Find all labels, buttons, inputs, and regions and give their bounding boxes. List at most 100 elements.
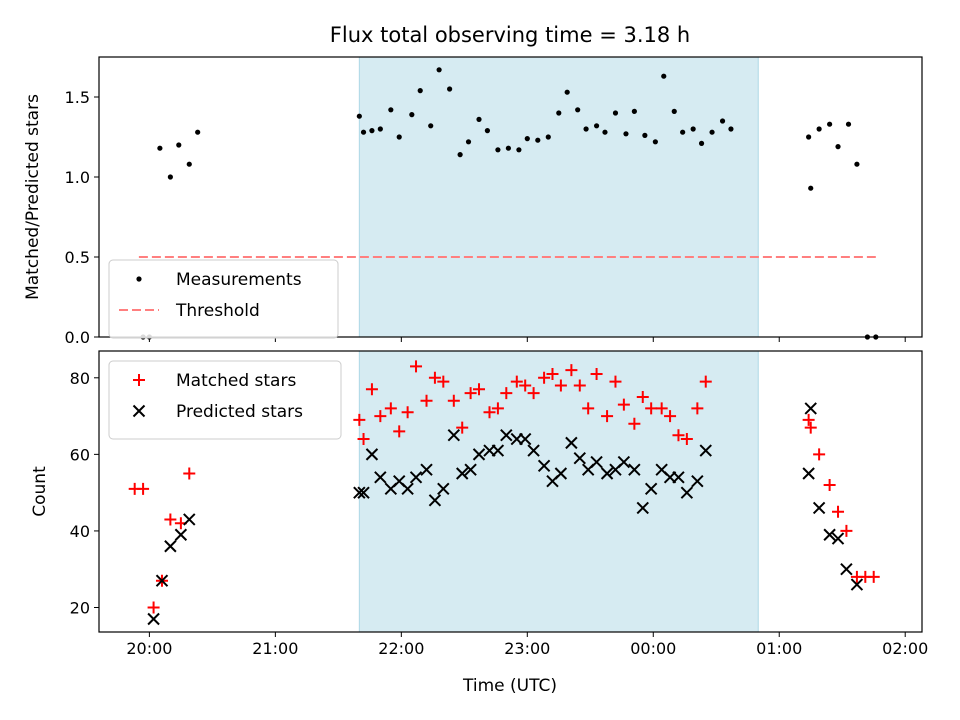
measurement-point [806,134,812,140]
matched-star-point [147,601,160,614]
predicted-star-point [554,467,568,480]
matched-star-point [554,379,567,392]
matched-star-point [393,425,406,438]
measurement-point [396,134,402,140]
predicted-star-point [472,448,486,461]
matched-star-point [401,406,414,419]
legend-predicted-swatch [132,404,146,418]
matched-star-point [823,478,836,491]
matched-star-point [374,410,387,423]
measurement-point [709,129,715,135]
bottom-y-tick-label: 60 [70,445,90,464]
measurement-point [816,126,822,132]
predicted-star-point [147,612,160,626]
top-y-tick-label: 1.0 [65,168,90,187]
matched-star-point [573,379,586,392]
predicted-star-point [850,578,864,591]
predicted-star-point [699,444,712,457]
measurement-point [428,123,434,129]
measurement-point [545,134,551,140]
bottom-series-predicted-stars [147,402,864,626]
predicted-star-point [420,463,433,476]
predicted-star-point [464,463,477,476]
matched-star-point [183,467,196,480]
x-tick-label: 20:00 [126,639,172,658]
matched-star-point [137,482,150,495]
predicted-star-point [183,513,196,526]
predicted-star-point [680,486,694,499]
predicted-star-point [636,501,649,515]
bottom-y-tick-label: 40 [70,522,90,541]
matched-star-point [609,375,622,388]
matched-star-point [802,413,815,426]
matched-star-point [565,364,578,377]
predicted-star-point [353,486,366,499]
measurement-point [698,140,705,146]
matched-star-point [672,429,685,442]
bottom-y-tick-label: 20 [70,598,90,617]
bottom-y-tick-label: 80 [70,369,90,388]
measurement-point [436,67,442,73]
measurement-point [516,147,522,153]
predicted-star-point [456,467,469,480]
matched-star-point [464,387,477,400]
matched-star-point [546,367,559,380]
legend-label: Matched stars [176,371,296,391]
predicted-star-point [374,471,387,484]
measurement-point [835,144,841,150]
matched-star-point [357,433,370,446]
legend-measurement-swatch [136,276,142,282]
matched-star-point [582,402,595,415]
legend-label: Threshold [175,301,260,321]
measurement-point [719,118,726,124]
matched-star-point [691,402,704,415]
measurement-point [564,89,570,95]
x-tick-label: 01:00 [756,639,802,658]
measurement-point [505,145,512,151]
measurement-point [680,129,686,135]
measurement-point [495,147,501,153]
measurement-point [690,126,696,132]
predicted-star-point [401,482,414,496]
matched-star-point [500,387,513,400]
matched-star-point [353,413,366,426]
top-panel-ratio: 0.0 0.5 1.0 1.5 Matched/Predicted stars Measu… [23,56,923,347]
matched-star-point [590,367,603,380]
measurement-point [808,185,814,191]
measurement-point [195,129,201,135]
x-tick-label: 23:00 [504,639,550,658]
predicted-star-point [617,455,631,469]
measurement-point [360,129,367,135]
measurement-point [377,126,383,132]
bottom-legend [108,360,342,440]
measurement-point [535,137,541,143]
measurement-point [612,110,619,116]
predicted-star-point [802,467,815,480]
matched-star-point [538,371,551,384]
x-tick-label: 22:00 [378,639,424,658]
predicted-star-point [365,448,379,461]
predicted-star-point [537,459,551,473]
chart-title: Flux total observing time = 3.18 h [330,23,690,47]
measurement-point [575,107,581,113]
predicted-star-point [823,528,836,541]
top-legend [108,259,339,339]
matched-star-point [813,448,826,461]
predicted-star-point [573,451,586,465]
bottom-shaded-span [358,350,759,633]
matched-star-point [473,383,486,396]
predicted-star-point [565,436,578,450]
predicted-star-point [447,429,461,442]
x-tick-label: 02:00 [882,639,928,658]
legend-matched-swatch [133,374,145,386]
predicted-star-point [812,501,826,515]
measurement-point [176,142,182,148]
legend-label: Predicted stars [176,402,303,422]
x-axis-label: Time (UTC) [462,676,557,696]
top-series-measurements [140,67,879,340]
predicted-star-point [437,482,450,496]
matched-star-point [437,375,450,388]
matched-star-point [428,371,441,384]
measurement-point [631,108,637,114]
